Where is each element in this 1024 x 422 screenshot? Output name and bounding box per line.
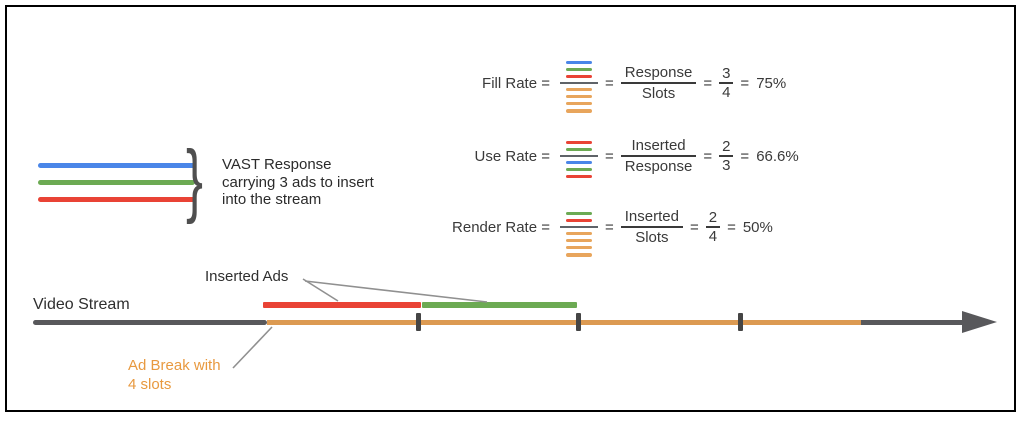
fraction-numerator: Inserted [631,137,686,155]
red-ad-line [566,74,592,79]
fraction-denominator: Slots [641,84,676,102]
vast-response-ad-lines [38,163,195,202]
fraction-bar [620,155,697,157]
slot-divider-tick [416,313,421,331]
render-rate-ad-lines-fraction [558,196,600,258]
orange-ad-line [566,94,592,99]
fraction-bar [560,82,598,84]
fraction-numerator: Response [624,64,693,82]
equals-sign: = [727,218,736,236]
fill-rate-result: 75% [756,74,787,92]
fraction-bar [719,155,734,157]
video-stream-line-right [861,320,964,325]
fraction-numerator: 2 [722,138,731,156]
fraction-bar [719,82,734,84]
use-rate-result: 66.6% [756,147,799,165]
red-ad-line [566,140,592,145]
red-ad-line [38,197,195,202]
fraction-denominator: Slots [635,228,669,246]
orange-ad-line [566,231,592,236]
green-ad-line [566,67,592,72]
formula-render-rate: Render Rate = = Inserted Slots = 2 4 = 5… [440,196,773,258]
equals-sign: = [605,74,614,92]
render-rate-numerator-lines [566,210,592,224]
red-ad-line [566,174,592,179]
fill-rate-denominator-lines [566,86,592,114]
render-rate-label: Render Rate = [452,218,550,236]
render-rate-number-fraction: 2 4 [705,209,721,245]
fraction-denominator: 3 [722,156,731,174]
vast-caption-line2: carrying 3 ads to insert [222,173,374,191]
fraction-denominator: 4 [708,227,718,245]
fraction-numerator: 3 [722,65,731,83]
inserted-ad-bar-red [263,302,421,308]
equals-sign: = [605,218,614,236]
orange-ad-line [566,253,592,257]
render-rate-result: 50% [742,218,773,236]
slot-divider-tick [576,313,581,331]
video-stream-line-left [33,320,267,325]
fraction-bar [620,82,697,84]
fraction-denominator: 4 [722,83,731,101]
fill-rate-word-fraction: Response Slots [620,64,697,102]
use-rate-number-fraction: 2 3 [719,138,734,174]
green-ad-line [38,180,195,185]
equals-sign: = [703,74,713,92]
equals-sign: = [689,218,699,236]
slot-divider-tick [738,313,743,331]
use-rate-ad-lines-fraction [558,125,600,187]
green-ad-line [566,147,592,152]
orange-ad-line [566,238,592,243]
inserted-ad-bar-green [422,302,577,308]
blue-ad-line [38,163,195,168]
use-rate-label: Use Rate = [474,147,550,165]
fraction-numerator: 2 [708,209,718,227]
render-rate-denominator-lines [566,230,592,258]
use-rate-word-fraction: Inserted Response [620,137,697,175]
fill-rate-numerator-lines [566,59,592,80]
orange-ad-line [566,101,592,106]
use-rate-numerator-lines [566,139,592,153]
use-rate-denominator-lines [566,159,592,180]
vast-response-caption: VAST Response carrying 3 ads to insert i… [222,156,412,209]
equals-sign: = [740,147,750,165]
equals-sign: = [740,74,750,92]
fill-rate-number-fraction: 3 4 [719,65,734,101]
blue-ad-line [566,60,592,65]
fill-rate-label: Fill Rate = [482,74,550,92]
fraction-numerator: Inserted [624,208,679,226]
fraction-bar [560,226,598,228]
stream-arrowhead-icon [962,311,997,333]
red-ad-line [566,218,592,223]
diagram-border [5,5,1016,412]
fraction-bar [560,155,598,157]
vast-caption-line3: into the stream [222,191,322,208]
fill-rate-ad-lines-fraction [558,52,600,114]
render-rate-word-fraction: Inserted Slots [620,208,683,246]
video-stream-label: Video Stream [33,296,130,313]
orange-ad-line [566,245,592,250]
ad-break-label-line2: 4 slots [128,376,172,393]
blue-ad-line [566,160,592,165]
orange-ad-line [566,87,592,92]
green-ad-line [566,167,592,172]
ad-break-label: Ad Break with 4 slots [128,356,221,394]
curly-brace: } [186,134,203,225]
equals-sign: = [703,147,713,165]
vast-caption-line1: VAST Response [222,156,332,173]
ad-break-label-line1: Ad Break with [128,357,221,374]
formula-fill-rate: Fill Rate = = Response Slots = 3 4 = 75% [440,52,786,114]
fraction-bar [705,226,721,228]
ad-break-line [267,320,861,325]
orange-ad-line [566,109,592,113]
fraction-bar [620,226,683,228]
equals-sign: = [605,147,614,165]
inserted-ads-label: Inserted Ads [205,268,289,285]
green-ad-line [566,211,592,216]
formula-use-rate: Use Rate = = Inserted Response = 2 3 = 6… [440,125,799,187]
fraction-denominator: Response [624,157,693,175]
